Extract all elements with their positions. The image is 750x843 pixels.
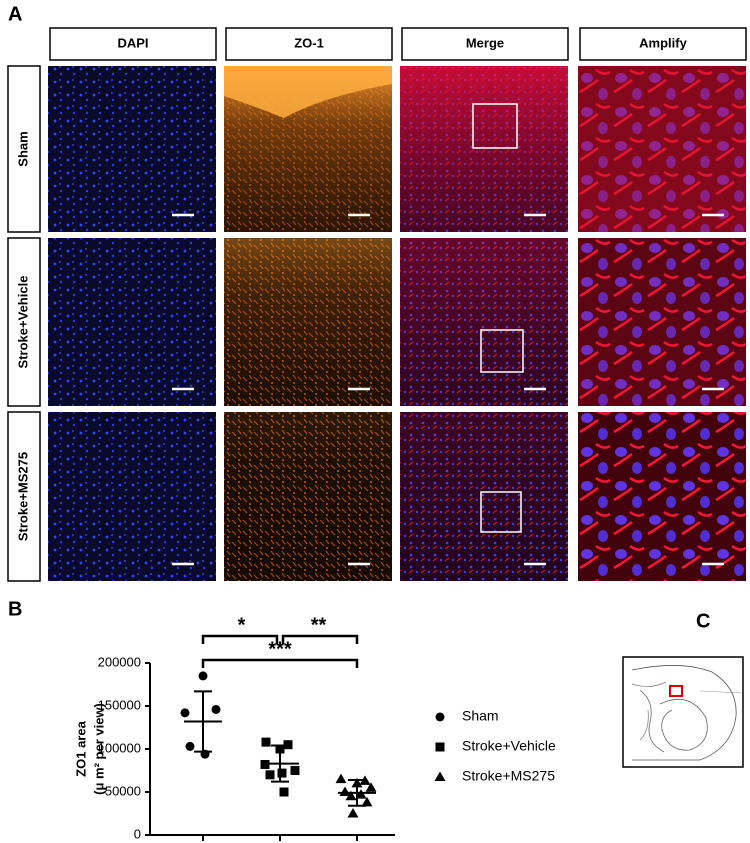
significance-label: * xyxy=(238,614,246,636)
micrograph xyxy=(48,66,216,232)
data-point xyxy=(345,790,357,801)
micrograph-signal xyxy=(224,412,392,581)
row-header: Sham xyxy=(15,131,30,166)
y-axis-label: (μ m² per view) xyxy=(91,703,106,795)
data-point xyxy=(347,808,359,818)
micrograph-signal xyxy=(224,238,392,406)
significance-label: ** xyxy=(311,614,327,636)
micrograph-signal xyxy=(400,238,568,406)
zoom-box xyxy=(472,103,518,149)
column-header-box xyxy=(579,27,747,61)
data-point xyxy=(277,768,287,778)
panel-label: A xyxy=(8,3,22,25)
micrograph-signal xyxy=(578,238,746,406)
micrograph-signal xyxy=(400,412,568,581)
error-bar xyxy=(348,778,366,807)
legend-marker xyxy=(434,771,446,781)
column-header-box xyxy=(225,27,393,61)
data-point xyxy=(180,708,190,718)
panel-label: C xyxy=(696,610,710,632)
micrograph-signal xyxy=(224,66,392,118)
error-bar xyxy=(271,744,289,783)
y-tick-label: 0 xyxy=(134,826,141,841)
column-header: Amplify xyxy=(639,35,687,50)
zoom-box xyxy=(480,329,524,373)
legend-marker xyxy=(435,712,445,722)
row-header-box xyxy=(7,65,41,233)
data-point xyxy=(265,770,275,780)
micrograph xyxy=(48,238,216,406)
panel-label: B xyxy=(8,598,22,620)
significance-bracket xyxy=(201,634,279,644)
data-point xyxy=(211,704,221,714)
column-header: ZO-1 xyxy=(294,35,324,50)
micrograph xyxy=(48,412,216,581)
data-point xyxy=(198,671,208,681)
data-point xyxy=(365,782,377,792)
data-point xyxy=(279,787,289,797)
micrograph xyxy=(578,238,746,406)
data-point xyxy=(335,773,347,784)
micrograph xyxy=(578,412,746,581)
error-bar xyxy=(194,690,212,753)
micrograph-signal xyxy=(578,412,746,581)
significance-bracket xyxy=(281,634,359,644)
row-header: Stroke+MS275 xyxy=(15,452,30,541)
significance-bracket xyxy=(201,658,359,668)
legend-label: Stroke+MS275 xyxy=(462,768,555,784)
row-header-box xyxy=(7,411,41,582)
y-tick-label: 150000 xyxy=(98,697,141,712)
data-point xyxy=(261,737,271,747)
y-tick-label: 100000 xyxy=(98,740,141,755)
legend-label: Sham xyxy=(462,708,499,724)
data-point xyxy=(290,766,300,775)
micrograph-signal xyxy=(400,66,568,232)
column-header-box xyxy=(49,27,217,61)
micrograph-signal xyxy=(578,66,746,232)
brain-schematic xyxy=(622,656,744,768)
row-header: Stroke+Vehicle xyxy=(15,276,30,369)
y-tick-label: 200000 xyxy=(98,654,141,669)
y-tick-label: 50000 xyxy=(105,783,141,798)
data-point xyxy=(185,741,195,751)
column-header: Merge xyxy=(466,35,504,50)
column-header-box xyxy=(401,27,569,61)
zoom-box xyxy=(480,491,522,533)
row-header-box xyxy=(7,237,41,407)
legend-marker xyxy=(435,742,445,752)
column-header: DAPI xyxy=(117,35,148,50)
significance-label: *** xyxy=(268,638,292,660)
data-point xyxy=(361,796,373,807)
legend-label: Stroke+Vehicle xyxy=(462,738,556,754)
y-axis-label: ZO1 area xyxy=(73,720,88,776)
